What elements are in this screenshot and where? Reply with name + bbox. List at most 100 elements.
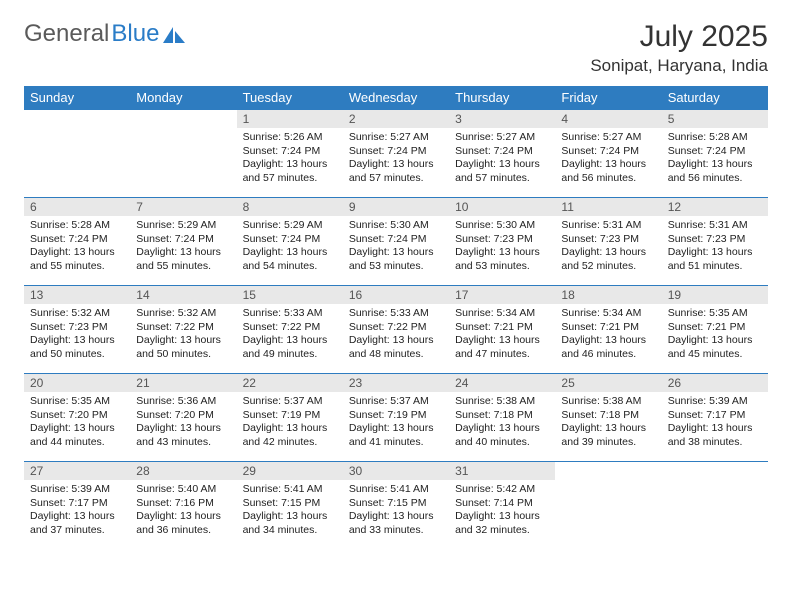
calendar-cell: 6Sunrise: 5:28 AMSunset: 7:24 PMDaylight… (24, 198, 130, 286)
day-number: 28 (130, 462, 236, 480)
calendar-cell: 24Sunrise: 5:38 AMSunset: 7:18 PMDayligh… (449, 374, 555, 462)
day-number: 27 (24, 462, 130, 480)
day-details: Sunrise: 5:27 AMSunset: 7:24 PMDaylight:… (555, 128, 661, 190)
calendar-cell: 23Sunrise: 5:37 AMSunset: 7:19 PMDayligh… (343, 374, 449, 462)
day-details: Sunrise: 5:33 AMSunset: 7:22 PMDaylight:… (237, 304, 343, 366)
day-number: 14 (130, 286, 236, 304)
day-details: Sunrise: 5:37 AMSunset: 7:19 PMDaylight:… (237, 392, 343, 454)
calendar-cell: 13Sunrise: 5:32 AMSunset: 7:23 PMDayligh… (24, 286, 130, 374)
day-header: Saturday (662, 86, 768, 110)
day-details: Sunrise: 5:34 AMSunset: 7:21 PMDaylight:… (555, 304, 661, 366)
calendar-cell: 17Sunrise: 5:34 AMSunset: 7:21 PMDayligh… (449, 286, 555, 374)
day-header-row: SundayMondayTuesdayWednesdayThursdayFrid… (24, 86, 768, 110)
day-details: Sunrise: 5:41 AMSunset: 7:15 PMDaylight:… (343, 480, 449, 542)
day-header: Friday (555, 86, 661, 110)
day-number: 30 (343, 462, 449, 480)
calendar-cell: 18Sunrise: 5:34 AMSunset: 7:21 PMDayligh… (555, 286, 661, 374)
day-details: Sunrise: 5:29 AMSunset: 7:24 PMDaylight:… (130, 216, 236, 278)
day-number: 11 (555, 198, 661, 216)
calendar-cell: 26Sunrise: 5:39 AMSunset: 7:17 PMDayligh… (662, 374, 768, 462)
calendar-cell: 16Sunrise: 5:33 AMSunset: 7:22 PMDayligh… (343, 286, 449, 374)
day-number: 6 (24, 198, 130, 216)
day-number: 22 (237, 374, 343, 392)
calendar-cell (130, 110, 236, 198)
day-details: Sunrise: 5:30 AMSunset: 7:23 PMDaylight:… (449, 216, 555, 278)
day-number: 2 (343, 110, 449, 128)
calendar-cell (24, 110, 130, 198)
location-text: Sonipat, Haryana, India (590, 56, 768, 76)
day-number: 25 (555, 374, 661, 392)
calendar-cell: 30Sunrise: 5:41 AMSunset: 7:15 PMDayligh… (343, 462, 449, 550)
logo-sail-icon (163, 25, 185, 43)
calendar-cell: 10Sunrise: 5:30 AMSunset: 7:23 PMDayligh… (449, 198, 555, 286)
calendar-cell: 1Sunrise: 5:26 AMSunset: 7:24 PMDaylight… (237, 110, 343, 198)
day-number: 3 (449, 110, 555, 128)
calendar-cell (555, 462, 661, 550)
calendar-cell: 27Sunrise: 5:39 AMSunset: 7:17 PMDayligh… (24, 462, 130, 550)
day-number: 7 (130, 198, 236, 216)
day-number: 29 (237, 462, 343, 480)
calendar-cell: 25Sunrise: 5:38 AMSunset: 7:18 PMDayligh… (555, 374, 661, 462)
calendar-cell: 28Sunrise: 5:40 AMSunset: 7:16 PMDayligh… (130, 462, 236, 550)
calendar-cell: 21Sunrise: 5:36 AMSunset: 7:20 PMDayligh… (130, 374, 236, 462)
day-details: Sunrise: 5:42 AMSunset: 7:14 PMDaylight:… (449, 480, 555, 542)
day-number: 5 (662, 110, 768, 128)
calendar-week-row: 27Sunrise: 5:39 AMSunset: 7:17 PMDayligh… (24, 462, 768, 550)
day-details: Sunrise: 5:36 AMSunset: 7:20 PMDaylight:… (130, 392, 236, 454)
day-details: Sunrise: 5:39 AMSunset: 7:17 PMDaylight:… (662, 392, 768, 454)
calendar-cell: 11Sunrise: 5:31 AMSunset: 7:23 PMDayligh… (555, 198, 661, 286)
day-number: 20 (24, 374, 130, 392)
day-number: 1 (237, 110, 343, 128)
calendar-cell (662, 462, 768, 550)
day-number: 19 (662, 286, 768, 304)
day-number: 24 (449, 374, 555, 392)
calendar-cell: 14Sunrise: 5:32 AMSunset: 7:22 PMDayligh… (130, 286, 236, 374)
day-number: 12 (662, 198, 768, 216)
calendar-week-row: 6Sunrise: 5:28 AMSunset: 7:24 PMDaylight… (24, 198, 768, 286)
calendar-week-row: 20Sunrise: 5:35 AMSunset: 7:20 PMDayligh… (24, 374, 768, 462)
day-details: Sunrise: 5:38 AMSunset: 7:18 PMDaylight:… (555, 392, 661, 454)
month-title: July 2025 (590, 20, 768, 54)
calendar-week-row: 1Sunrise: 5:26 AMSunset: 7:24 PMDaylight… (24, 110, 768, 198)
day-details: Sunrise: 5:39 AMSunset: 7:17 PMDaylight:… (24, 480, 130, 542)
day-number: 13 (24, 286, 130, 304)
day-details: Sunrise: 5:27 AMSunset: 7:24 PMDaylight:… (449, 128, 555, 190)
calendar-cell: 12Sunrise: 5:31 AMSunset: 7:23 PMDayligh… (662, 198, 768, 286)
day-details: Sunrise: 5:29 AMSunset: 7:24 PMDaylight:… (237, 216, 343, 278)
day-number: 4 (555, 110, 661, 128)
day-details: Sunrise: 5:28 AMSunset: 7:24 PMDaylight:… (24, 216, 130, 278)
day-details: Sunrise: 5:37 AMSunset: 7:19 PMDaylight:… (343, 392, 449, 454)
day-header: Tuesday (237, 86, 343, 110)
calendar-cell: 31Sunrise: 5:42 AMSunset: 7:14 PMDayligh… (449, 462, 555, 550)
day-details: Sunrise: 5:31 AMSunset: 7:23 PMDaylight:… (662, 216, 768, 278)
day-header: Thursday (449, 86, 555, 110)
calendar-cell: 2Sunrise: 5:27 AMSunset: 7:24 PMDaylight… (343, 110, 449, 198)
calendar-week-row: 13Sunrise: 5:32 AMSunset: 7:23 PMDayligh… (24, 286, 768, 374)
day-number: 26 (662, 374, 768, 392)
calendar-cell: 9Sunrise: 5:30 AMSunset: 7:24 PMDaylight… (343, 198, 449, 286)
calendar-cell: 8Sunrise: 5:29 AMSunset: 7:24 PMDaylight… (237, 198, 343, 286)
day-number: 15 (237, 286, 343, 304)
calendar-cell: 7Sunrise: 5:29 AMSunset: 7:24 PMDaylight… (130, 198, 236, 286)
day-details: Sunrise: 5:34 AMSunset: 7:21 PMDaylight:… (449, 304, 555, 366)
calendar-cell: 4Sunrise: 5:27 AMSunset: 7:24 PMDaylight… (555, 110, 661, 198)
day-number: 16 (343, 286, 449, 304)
day-details: Sunrise: 5:32 AMSunset: 7:22 PMDaylight:… (130, 304, 236, 366)
day-details: Sunrise: 5:35 AMSunset: 7:20 PMDaylight:… (24, 392, 130, 454)
calendar-cell: 15Sunrise: 5:33 AMSunset: 7:22 PMDayligh… (237, 286, 343, 374)
calendar-cell: 3Sunrise: 5:27 AMSunset: 7:24 PMDaylight… (449, 110, 555, 198)
logo-text-general: General (24, 20, 109, 48)
day-details: Sunrise: 5:28 AMSunset: 7:24 PMDaylight:… (662, 128, 768, 190)
logo: GeneralBlue (24, 20, 185, 48)
day-number: 10 (449, 198, 555, 216)
day-number: 31 (449, 462, 555, 480)
title-block: July 2025 Sonipat, Haryana, India (590, 20, 768, 76)
day-details: Sunrise: 5:40 AMSunset: 7:16 PMDaylight:… (130, 480, 236, 542)
day-number: 17 (449, 286, 555, 304)
day-number: 21 (130, 374, 236, 392)
calendar-cell: 19Sunrise: 5:35 AMSunset: 7:21 PMDayligh… (662, 286, 768, 374)
calendar-cell: 22Sunrise: 5:37 AMSunset: 7:19 PMDayligh… (237, 374, 343, 462)
logo-text-blue: Blue (111, 20, 159, 48)
day-details: Sunrise: 5:33 AMSunset: 7:22 PMDaylight:… (343, 304, 449, 366)
day-number: 18 (555, 286, 661, 304)
